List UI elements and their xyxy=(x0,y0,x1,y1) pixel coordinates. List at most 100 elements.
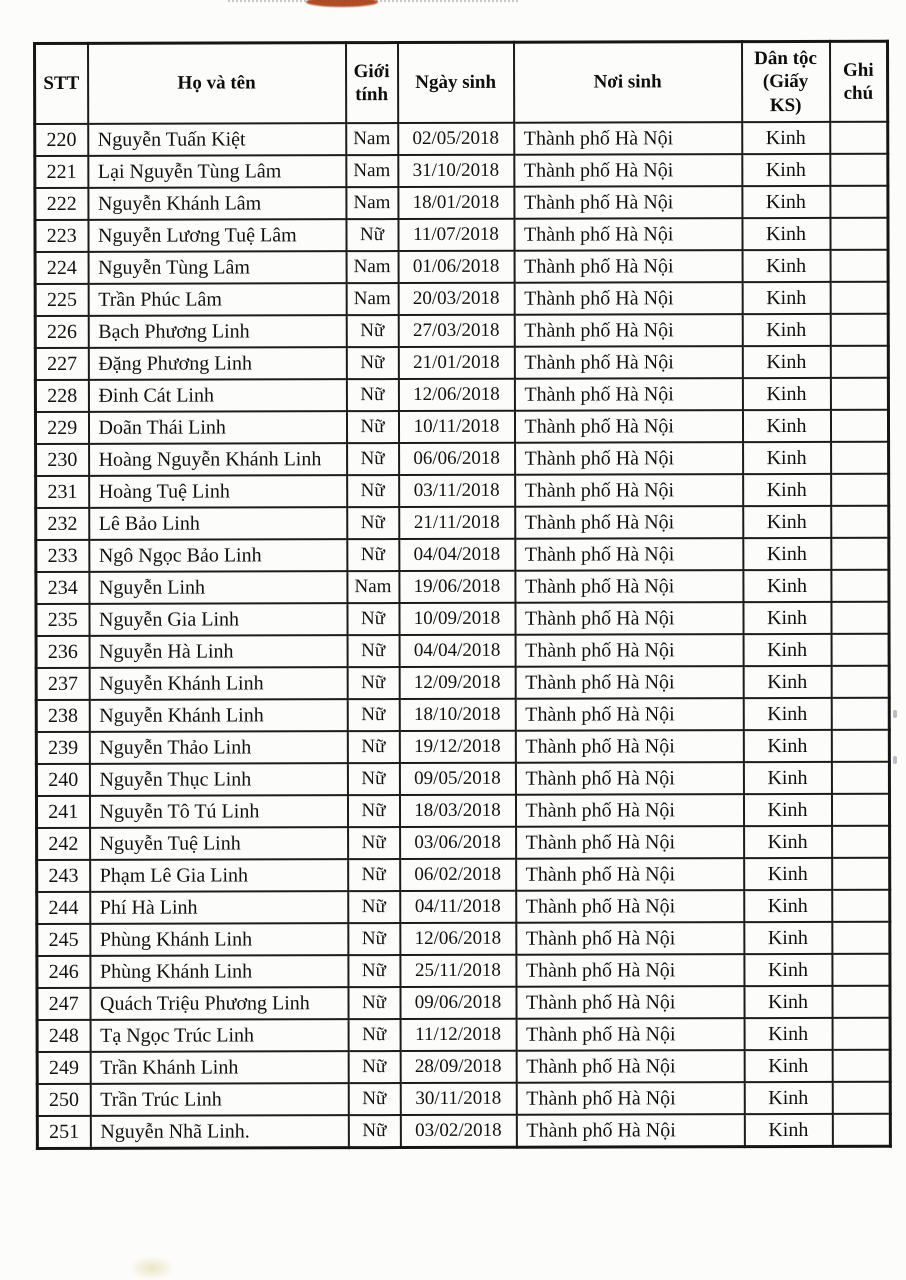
cell-name: Phí Hà Linh xyxy=(89,891,348,924)
cell-ethnicity: Kinh xyxy=(744,1049,833,1083)
cell-stt: 233 xyxy=(35,539,89,572)
cell-ethnicity: Kinh xyxy=(741,153,830,187)
cell-note xyxy=(830,345,889,378)
cell-stt: 223 xyxy=(34,219,89,252)
column-header-ethnicity: Dân tộc (Giấy KS) xyxy=(741,41,830,123)
cell-stt: 227 xyxy=(35,347,89,380)
table-row: 236 Nguyễn Hà Linh Nữ 04/04/2018 Thành p… xyxy=(36,633,890,668)
column-header-gender: Giới tính xyxy=(345,42,398,124)
cell-gender: Nữ xyxy=(346,475,399,508)
cell-stt: 229 xyxy=(35,411,89,444)
cell-birthplace: Thành phố Hà Nội xyxy=(514,538,743,571)
cell-note xyxy=(831,665,890,698)
table-row: 221 Lại Nguyễn Tùng Lâm Nam 31/10/2018 T… xyxy=(34,153,888,188)
cell-note xyxy=(832,1049,891,1082)
cell-name: Nguyễn Tuệ Linh xyxy=(89,827,348,860)
cell-gender: Nữ xyxy=(347,827,400,860)
cell-birthplace: Thành phố Hà Nội xyxy=(515,634,744,667)
cell-gender: Nữ xyxy=(347,635,400,668)
cell-note xyxy=(831,889,890,922)
cell-birthdate: 10/11/2018 xyxy=(398,410,515,444)
cell-note xyxy=(831,953,890,986)
cell-note xyxy=(829,121,888,154)
cell-birthplace: Thành phố Hà Nội xyxy=(515,666,744,699)
table-row: 232 Lê Bảo Linh Nữ 21/11/2018 Thành phố … xyxy=(35,505,889,540)
table-row: 220 Nguyễn Tuấn Kiệt Nam 02/05/2018 Thàn… xyxy=(34,121,888,156)
cell-name: Trần Khánh Linh xyxy=(90,1051,349,1084)
table-row: 234 Nguyễn Linh Nam 19/06/2018 Thành phố… xyxy=(35,569,889,604)
cell-stt: 235 xyxy=(35,603,90,636)
cell-birthplace: Thành phố Hà Nội xyxy=(514,282,743,315)
cell-note xyxy=(831,793,890,826)
cell-note xyxy=(831,857,890,890)
cell-stt: 245 xyxy=(36,923,90,956)
table-row: 225 Trần Phúc Lâm Nam 20/03/2018 Thành p… xyxy=(35,281,889,316)
cell-name: Hoàng Nguyễn Khánh Linh xyxy=(88,443,347,476)
cell-stt: 246 xyxy=(36,955,90,988)
cell-gender: Nữ xyxy=(348,1019,401,1052)
cell-birthplace: Thành phố Hà Nội xyxy=(514,442,743,475)
cell-stt: 234 xyxy=(35,571,89,604)
cell-note xyxy=(830,569,889,602)
cell-gender: Nữ xyxy=(346,379,399,412)
cell-gender: Nữ xyxy=(348,1051,401,1084)
student-roster-table: STT Họ và tên Giới tính Ngày sinh Nơi si… xyxy=(33,39,892,1150)
cell-birthplace: Thành phố Hà Nội xyxy=(515,730,744,763)
table-row: 222 Nguyễn Khánh Lâm Nam 18/01/2018 Thàn… xyxy=(34,185,888,220)
cell-birthdate: 28/09/2018 xyxy=(400,1050,517,1084)
cell-gender: Nam xyxy=(345,187,398,220)
cell-ethnicity: Kinh xyxy=(742,441,831,475)
cell-birthdate: 04/04/2018 xyxy=(399,634,516,668)
cell-gender: Nam xyxy=(346,571,399,604)
table-row: 241 Nguyễn Tô Tú Linh Nữ 18/03/2018 Thàn… xyxy=(36,793,890,828)
cell-note xyxy=(829,185,888,218)
cell-name: Hoàng Tuệ Linh xyxy=(88,475,347,508)
cell-note xyxy=(830,249,889,282)
table-row: 233 Ngô Ngọc Bảo Linh Nữ 04/04/2018 Thàn… xyxy=(35,537,889,572)
cell-note xyxy=(830,409,889,442)
cell-ethnicity: Kinh xyxy=(742,601,832,635)
cell-birthdate: 12/06/2018 xyxy=(398,378,515,412)
cell-ethnicity: Kinh xyxy=(743,729,832,763)
cell-ethnicity: Kinh xyxy=(743,697,832,731)
cell-birthplace: Thành phố Hà Nội xyxy=(515,698,744,731)
cell-gender: Nữ xyxy=(347,731,400,764)
scan-speck xyxy=(893,756,897,764)
cell-note xyxy=(832,1081,891,1114)
cell-birthdate: 09/06/2018 xyxy=(399,986,517,1020)
cell-ethnicity: Kinh xyxy=(742,249,831,283)
cell-gender: Nữ xyxy=(346,315,399,348)
table-row: 251 Nguyễn Nhã Linh. Nữ 03/02/2018 Thành… xyxy=(37,1113,891,1149)
cell-name: Nguyễn Tùng Lâm xyxy=(88,251,347,284)
cell-name: Nguyễn Thục Linh xyxy=(89,763,348,796)
cell-name: Doãn Thái Linh xyxy=(88,411,347,444)
cell-birthdate: 27/03/2018 xyxy=(398,314,515,348)
cell-note xyxy=(831,761,890,794)
cell-birthplace: Thành phố Hà Nội xyxy=(513,154,742,187)
table-row: 229 Doãn Thái Linh Nữ 10/11/2018 Thành p… xyxy=(35,409,889,444)
cell-stt: 244 xyxy=(36,891,90,924)
cell-ethnicity: Kinh xyxy=(743,889,832,923)
cell-name: Phùng Khánh Linh xyxy=(89,923,348,956)
cell-gender: Nữ xyxy=(347,955,400,988)
cell-birthdate: 11/07/2018 xyxy=(397,218,515,252)
cell-stt: 238 xyxy=(36,699,90,732)
cell-ethnicity: Kinh xyxy=(742,377,831,411)
table-row: 243 Phạm Lê Gia Linh Nữ 06/02/2018 Thành… xyxy=(36,857,890,892)
cell-name: Trần Phúc Lâm xyxy=(88,283,347,316)
cell-stt: 222 xyxy=(34,187,88,220)
cell-ethnicity: Kinh xyxy=(743,985,833,1019)
cell-stt: 239 xyxy=(36,731,90,764)
cell-birthplace: Thành phố Hà Nội xyxy=(515,954,744,987)
cell-birthdate: 18/01/2018 xyxy=(397,186,514,220)
cell-birthplace: Thành phố Hà Nội xyxy=(515,858,744,891)
cell-note xyxy=(830,377,889,410)
cell-gender: Nữ xyxy=(346,539,399,572)
cell-name: Ngô Ngọc Bảo Linh xyxy=(88,539,347,572)
cell-birthdate: 03/02/2018 xyxy=(400,1114,517,1148)
cell-ethnicity: Kinh xyxy=(742,569,831,603)
cell-ethnicity: Kinh xyxy=(743,665,832,699)
cell-name: Quách Triệu Phương Linh xyxy=(89,987,349,1020)
cell-stt: 226 xyxy=(35,315,89,348)
cell-birthplace: Thành phố Hà Nội xyxy=(514,474,743,507)
